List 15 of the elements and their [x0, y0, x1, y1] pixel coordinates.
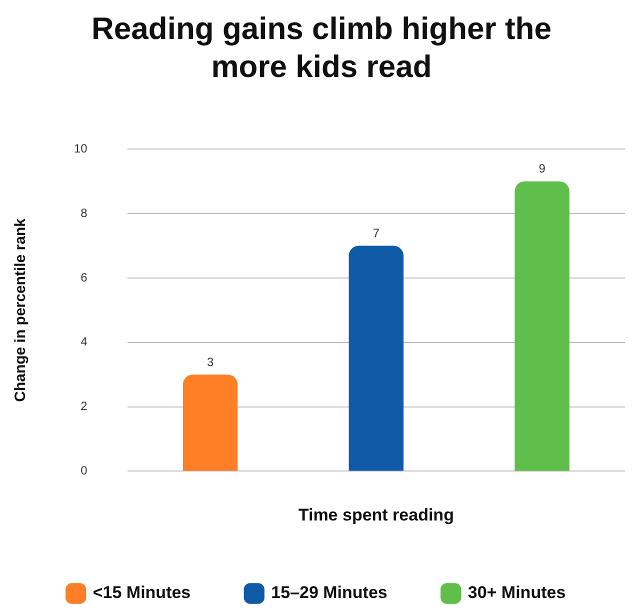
- chart-title: Reading gains climb higher the more kids read: [92, 10, 552, 86]
- data-label: 7: [372, 226, 380, 240]
- legend-label: 15–29 Minutes: [271, 583, 388, 602]
- legend-label: <15 Minutes: [92, 583, 191, 602]
- legend-label: 30+ Minutes: [468, 583, 566, 602]
- y-tick-label: 4: [80, 334, 88, 349]
- y-axis-title: Change in percentile rank: [12, 218, 30, 402]
- data-label: 3: [206, 354, 214, 369]
- y-tick-label: 8: [80, 206, 88, 220]
- y-tick-label: 6: [80, 270, 88, 284]
- y-tick-label: 0: [80, 464, 88, 478]
- y-tick-label: 2: [80, 399, 88, 414]
- data-label: 9: [538, 162, 546, 176]
- x-axis-title: Time spent reading: [298, 505, 454, 524]
- y-tick-label: 10: [74, 142, 88, 156]
